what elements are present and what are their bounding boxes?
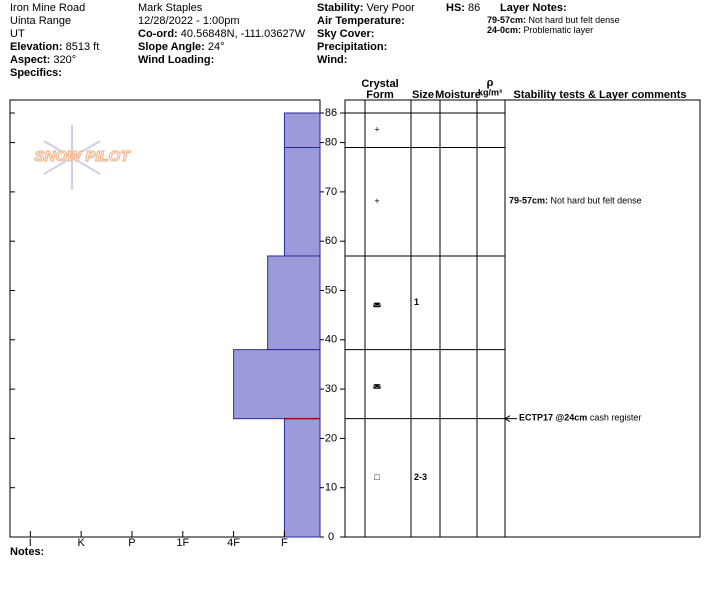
field-value: 12/28/2022 - 1:00pm	[138, 15, 240, 27]
grain-form: ◛	[373, 379, 382, 390]
depth-tick-label: 86	[325, 107, 337, 119]
field-value: Very Poor	[367, 2, 416, 14]
header-field: Co-ord: 40.56848N, -111.03627W	[138, 28, 306, 40]
field-label: HS:	[446, 2, 465, 14]
field-label: Elevation:	[10, 41, 63, 53]
layer-note: 79-57cm: Not hard but felt dense	[487, 15, 620, 25]
hardness-layer	[283, 112, 321, 149]
field-value: Mark Staples	[138, 2, 203, 14]
header-field: Specifics:	[10, 67, 62, 79]
header-field: Air Temperature:	[317, 15, 405, 27]
test-arrowhead	[504, 415, 511, 423]
grain-form: ◛	[373, 297, 382, 308]
grain-form: +	[374, 125, 379, 135]
field-value: Iron Mine Road	[10, 2, 85, 14]
hardness-tick-label: 4F	[227, 537, 240, 549]
depth-tick-label: 0	[328, 531, 334, 543]
table-columns	[364, 100, 506, 537]
depth-tick-label: 40	[325, 334, 337, 346]
field-label: Air Temperature:	[317, 15, 405, 27]
header-field: HS: 86	[446, 2, 480, 14]
layer-comment: 79-57cm: Not hard but felt dense	[509, 196, 642, 206]
field-label: Specifics:	[10, 67, 62, 79]
field-value: 320°	[53, 54, 76, 66]
test-comment: cash register	[590, 413, 642, 423]
field-label: Wind:	[317, 54, 347, 66]
header-field: Precipitation:	[317, 41, 387, 53]
col-header: Size	[412, 89, 434, 101]
hardness-tick-label: F	[281, 537, 288, 549]
header-field: Slope Angle: 24°	[138, 41, 225, 53]
hardness-layer	[283, 418, 321, 538]
header-field: Wind:	[317, 54, 347, 66]
field-label: Precipitation:	[317, 41, 387, 53]
depth-tick-label: 70	[325, 186, 337, 198]
layer-note-range: 24-0cm:	[487, 25, 521, 35]
field-value: Uinta Range	[10, 15, 71, 27]
field-value: 86	[468, 2, 480, 14]
header-field: UT	[10, 28, 25, 40]
logo: SNOW PILOT	[35, 148, 132, 165]
field-label: Slope Angle:	[138, 41, 205, 53]
field-value: UT	[10, 28, 25, 40]
header-field: Iron Mine Road	[10, 2, 85, 14]
logo-flake	[43, 125, 101, 190]
notes: Notes:	[10, 546, 44, 558]
grain-size: 2-3	[414, 472, 427, 482]
layer-note-text: Problematic layer	[524, 25, 594, 35]
test-label: ECTP17 @24cm	[519, 413, 587, 423]
depth-tick-label: 30	[325, 383, 337, 395]
layer-note-range: 79-57cm:	[487, 15, 526, 25]
field-value: 8513 ft	[66, 41, 100, 53]
comment-range: 79-57cm:	[509, 196, 548, 206]
depth-tick-label: 80	[325, 136, 337, 148]
field-label: Stability:	[317, 2, 363, 14]
layer-note: 24-0cm: Problematic layer	[487, 25, 593, 35]
col-header: kg/m³	[478, 87, 502, 97]
header-field: Aspect: 320°	[10, 54, 76, 66]
hardness-tick-label: 1F	[176, 537, 189, 549]
col-header: Crystal	[361, 78, 398, 90]
depth-tick-label: 60	[325, 235, 337, 247]
field-label: Co-ord:	[138, 28, 178, 40]
layer-note-text: Not hard but felt dense	[529, 15, 620, 25]
header-field: Stability: Very Poor	[317, 2, 415, 14]
field-label: Sky Cover:	[317, 28, 374, 40]
header-field: Wind Loading:	[138, 54, 214, 66]
hardness-tick-label: K	[77, 537, 85, 549]
hardness-tick-label: P	[128, 537, 135, 549]
col-header: ρ	[487, 77, 494, 89]
depth-tick-label: 10	[325, 482, 337, 494]
field-label: Wind Loading:	[138, 54, 214, 66]
col-header: Form	[366, 89, 394, 101]
hardness-layer	[267, 255, 321, 351]
grain-size: 1	[414, 297, 419, 307]
layer-notes-title: Layer Notes:	[500, 2, 567, 14]
header-field: Elevation: 8513 ft	[10, 41, 99, 53]
grain-form: □	[374, 472, 380, 482]
field-label: Aspect:	[10, 54, 50, 66]
header-field: Mark Staples	[138, 2, 203, 14]
header-field: 12/28/2022 - 1:00pm	[138, 15, 240, 27]
hardness-tick-label: I	[29, 537, 32, 549]
header-field: Uinta Range	[10, 15, 71, 27]
grain-form: +	[374, 196, 379, 206]
depth-tick-label: 50	[325, 284, 337, 296]
header-field: Sky Cover:	[317, 28, 374, 40]
col-header: Stability tests & Layer comments	[513, 89, 686, 101]
table-frame	[344, 99, 701, 538]
col-header: Moisture	[435, 89, 481, 101]
stability-test: ECTP17 @24cm cash register	[519, 413, 641, 423]
depth-tick-label: 20	[325, 432, 337, 444]
field-value: 40.56848N, -111.03627W	[181, 28, 306, 40]
hardness-layer	[283, 147, 321, 257]
comment-text: Not hard but felt dense	[551, 196, 642, 206]
hardness-layer	[233, 349, 321, 420]
field-value: 24°	[208, 41, 225, 53]
